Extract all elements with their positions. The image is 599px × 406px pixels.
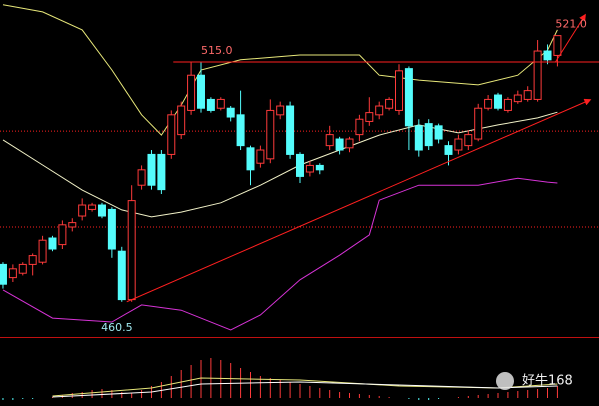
candle-body bbox=[68, 222, 77, 228]
trend-line bbox=[126, 98, 592, 303]
candle-body bbox=[58, 224, 67, 246]
candle-body bbox=[286, 105, 295, 155]
watermark: 好牛168 bbox=[522, 374, 573, 389]
candle-body bbox=[8, 268, 17, 279]
candle-body bbox=[404, 68, 413, 127]
annotation-label: 521.0 bbox=[555, 18, 587, 31]
candle-body bbox=[256, 149, 265, 164]
candle-body bbox=[295, 153, 304, 177]
candle-body bbox=[226, 107, 235, 118]
candle-body bbox=[424, 123, 433, 147]
trend-line bbox=[555, 13, 586, 63]
candle-body bbox=[454, 138, 463, 151]
candle-body bbox=[395, 70, 404, 111]
candle-body bbox=[0, 263, 7, 285]
candle-body bbox=[236, 114, 245, 147]
candle-body bbox=[206, 98, 215, 111]
annotation-label: 515.0 bbox=[201, 44, 233, 57]
candle-body bbox=[385, 98, 394, 109]
candle-body bbox=[484, 98, 493, 109]
candle-body bbox=[533, 50, 542, 100]
candle-body bbox=[177, 105, 186, 136]
watermark-icon bbox=[496, 372, 514, 390]
candle-body bbox=[325, 134, 334, 147]
candle-body bbox=[513, 94, 522, 103]
annotation-label: 460.5 bbox=[101, 321, 133, 334]
candle-body bbox=[365, 112, 374, 122]
candle-body bbox=[315, 164, 324, 171]
candle-body bbox=[543, 50, 552, 61]
candle-body bbox=[137, 169, 146, 186]
candle-body bbox=[474, 107, 483, 140]
candle-body bbox=[157, 153, 166, 191]
candle-body bbox=[355, 118, 364, 136]
candle-body bbox=[434, 125, 443, 140]
candle-body bbox=[78, 204, 87, 217]
candle-body bbox=[444, 145, 453, 155]
candle-body bbox=[147, 153, 156, 186]
candle-body bbox=[48, 237, 57, 250]
candle-body bbox=[305, 164, 314, 173]
candle-body bbox=[375, 105, 384, 116]
candle-body bbox=[503, 98, 512, 111]
candle-body bbox=[187, 74, 196, 111]
candle-body bbox=[127, 200, 136, 301]
candle-body bbox=[38, 239, 47, 263]
candle-body bbox=[464, 134, 473, 147]
candle-body bbox=[335, 138, 344, 151]
candle-body bbox=[345, 138, 354, 149]
candle-body bbox=[266, 109, 275, 160]
candle-body bbox=[494, 94, 503, 109]
candle-body bbox=[553, 35, 562, 56]
candle-body bbox=[414, 125, 423, 151]
candle-body bbox=[246, 147, 255, 171]
candle-body bbox=[523, 90, 532, 100]
candle-body bbox=[216, 98, 225, 109]
candle-body bbox=[107, 208, 116, 250]
candle-body bbox=[28, 255, 37, 265]
candle-body bbox=[97, 204, 106, 217]
candle-body bbox=[167, 114, 176, 155]
overlay-line bbox=[2, 177, 558, 331]
candle-body bbox=[18, 263, 27, 274]
macd-line bbox=[52, 381, 558, 398]
candle-body bbox=[196, 74, 205, 109]
overlay-line bbox=[2, 4, 558, 136]
candle-body bbox=[276, 105, 285, 116]
candle-body bbox=[117, 250, 126, 301]
candle-body bbox=[88, 204, 97, 210]
